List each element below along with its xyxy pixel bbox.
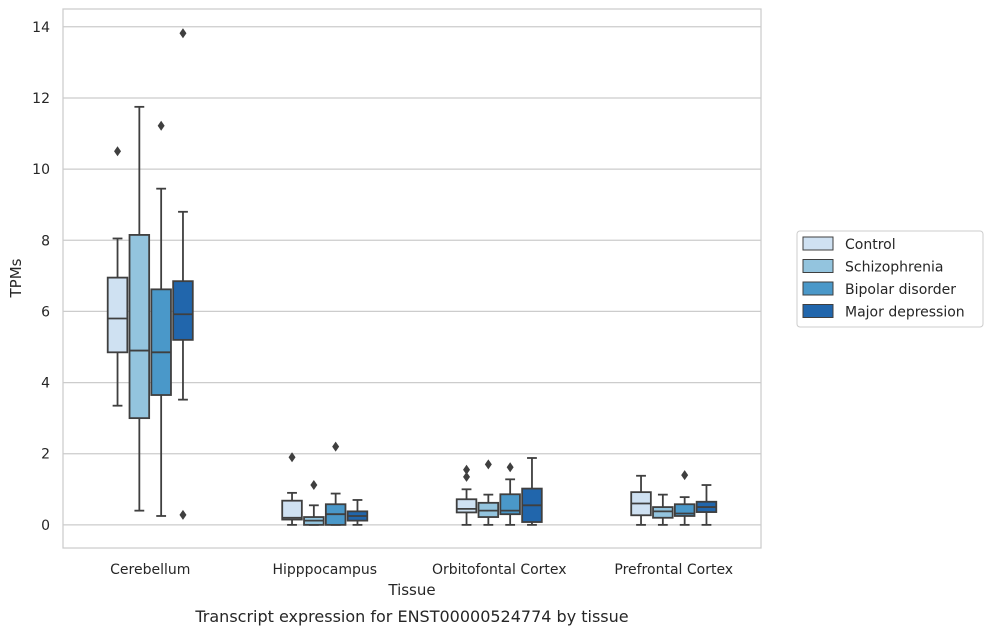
y-tick-labels: 0 2 4 6 8 10 12 14 [32,20,50,534]
y-tick-label: 2 [41,447,50,463]
x-tick-label: Cerebellum [110,562,190,578]
outlier-point [288,452,296,463]
y-tick-label: 10 [32,162,50,178]
outlier-point [463,464,471,475]
x-tick-labels: Cerebellum Hipppocampus Orbitofontal Corte… [110,562,733,578]
y-axis-label: TPMs [7,258,25,298]
iqr-box [281,499,303,521]
x-axis-label: Tissue [387,581,435,599]
y-tick-label: 8 [41,233,50,249]
iqr-box [106,276,129,354]
box-3-1 [652,493,674,526]
legend-swatch [802,236,834,251]
box-2-1 [477,459,500,526]
box-2-2 [499,462,521,526]
box-1-2 [324,441,347,526]
box-2-0 [455,464,478,526]
box-1-1 [303,480,325,526]
outlier-point [332,441,340,452]
legend-label: Bipolar disorder [845,282,956,298]
legend-swatch [802,259,834,273]
outlier-point [179,509,187,520]
iqr-box [455,498,478,514]
iqr-box [673,503,696,517]
outlier-point [179,28,187,39]
iqr-box [172,280,194,341]
y-tick-label: 6 [41,304,50,320]
box-0-0 [106,146,129,407]
box-3-2 [673,470,696,526]
outlier-point [114,146,122,157]
box-groups [106,28,718,526]
y-tick-label: 0 [41,518,50,534]
outlier-point [681,470,689,481]
y-tick-label: 12 [32,91,50,107]
box-1-3 [346,499,369,526]
box-2-3 [521,457,543,526]
legend-label: Schizophrenia [845,260,943,276]
outlier-point [506,462,514,473]
iqr-box [652,506,674,519]
legend-swatch [802,281,834,296]
plot-area [63,9,761,548]
box-3-0 [630,474,652,526]
legend: Control Schizophrenia Bipolar disorder Majo… [796,230,984,328]
iqr-box [150,288,172,396]
outlier-point [463,471,471,482]
outlier-point [157,120,165,131]
box-0-1 [128,105,151,512]
x-tick-label: Orbitofontal Cortex [432,562,567,578]
legend-label: Major depression [845,305,965,321]
x-tick-label: Prefrontal Cortex [614,562,733,578]
iqr-box [128,234,151,420]
plot-frame [62,8,762,549]
legend-label: Control [845,237,896,253]
box-3-3 [695,484,718,526]
outlier-point [310,480,318,491]
x-tick-label: Hipppocampus [272,562,377,578]
box-0-2 [150,120,172,517]
y-tick-label: 4 [41,376,50,392]
y-tick-label: 14 [32,20,50,36]
legend-swatch [802,304,834,318]
chart-caption: Transcript expression for ENST0000052477… [194,607,628,626]
outlier-point [484,459,492,470]
iqr-box [499,493,521,516]
box-1-0 [281,452,303,526]
legend-frame [796,230,984,328]
box-0-3 [172,28,194,520]
